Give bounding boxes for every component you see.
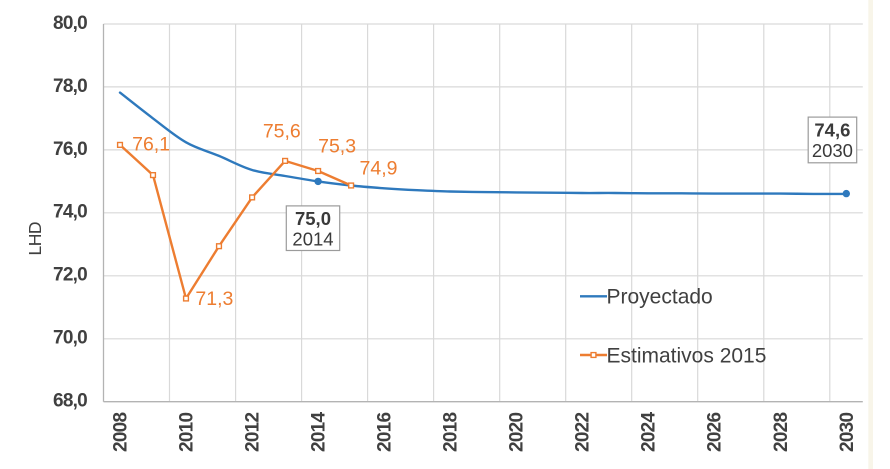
svg-text:2012: 2012: [243, 413, 264, 452]
svg-text:2014: 2014: [309, 412, 330, 452]
svg-text:80,0: 80,0: [53, 13, 87, 34]
svg-text:71,3: 71,3: [195, 288, 233, 310]
svg-text:2022: 2022: [573, 413, 594, 452]
svg-text:Estimativos 2015: Estimativos 2015: [607, 345, 767, 368]
svg-text:75,3: 75,3: [318, 135, 356, 157]
svg-text:2024: 2024: [639, 412, 660, 452]
svg-text:2008: 2008: [111, 413, 132, 452]
svg-text:70,0: 70,0: [53, 328, 87, 349]
svg-text:2020: 2020: [507, 413, 528, 452]
svg-text:75,6: 75,6: [263, 121, 301, 143]
svg-text:2026: 2026: [705, 413, 726, 452]
svg-text:78,0: 78,0: [53, 76, 87, 97]
svg-text:68,0: 68,0: [53, 391, 87, 412]
svg-text:74,6: 74,6: [814, 120, 850, 141]
svg-text:74,9: 74,9: [360, 158, 398, 180]
svg-text:2010: 2010: [177, 413, 198, 452]
svg-text:2014: 2014: [292, 229, 333, 250]
svg-text:75,0: 75,0: [295, 208, 331, 229]
svg-text:2028: 2028: [771, 413, 792, 452]
svg-text:72,0: 72,0: [53, 265, 87, 286]
svg-text:74,0: 74,0: [53, 202, 87, 223]
svg-text:2018: 2018: [441, 413, 462, 452]
svg-text:2016: 2016: [375, 413, 396, 452]
svg-text:2030: 2030: [812, 140, 853, 161]
svg-text:LHD: LHD: [25, 222, 45, 256]
svg-text:Proyectado: Proyectado: [607, 286, 713, 309]
svg-text:76,0: 76,0: [53, 139, 87, 160]
svg-text:2030: 2030: [837, 413, 858, 452]
svg-text:76,1: 76,1: [132, 133, 170, 155]
